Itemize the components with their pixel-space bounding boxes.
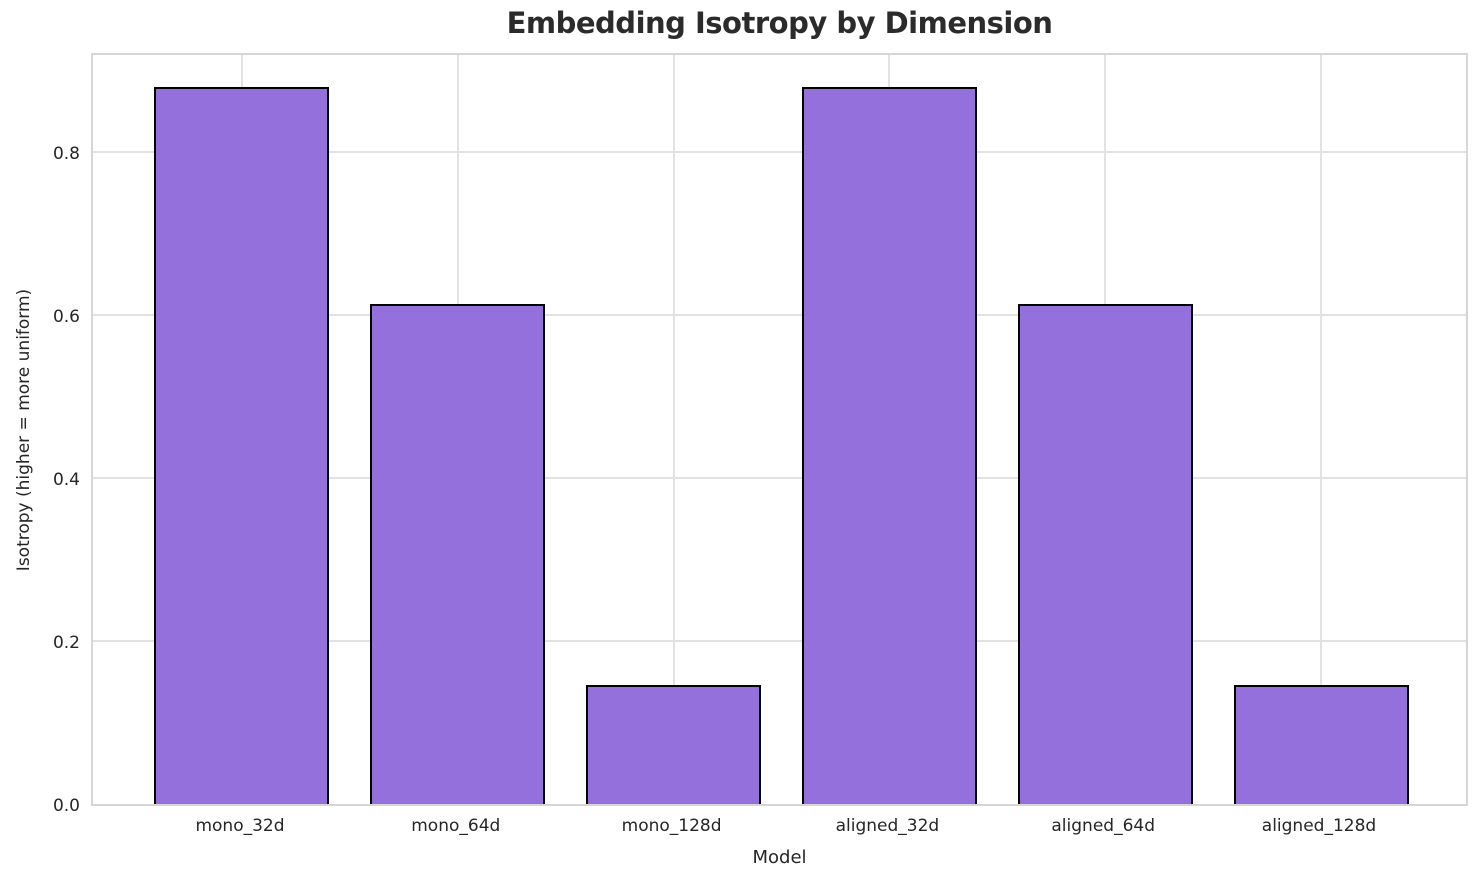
- x-tick-label: mono_64d: [411, 816, 501, 836]
- chart-title: Embedding Isotropy by Dimension: [506, 6, 1053, 40]
- x-tick-label: aligned_128d: [1261, 816, 1377, 836]
- gridline-h: [93, 477, 1466, 480]
- gridline-v: [1320, 55, 1322, 804]
- y-tick-label: 0.6: [52, 307, 80, 328]
- gridline-h: [93, 640, 1466, 643]
- y-tick-label: 0.2: [52, 633, 80, 653]
- x-tick-label: aligned_32d: [835, 816, 940, 836]
- x-axis-label: Model: [752, 847, 807, 868]
- y-axis-label: Isotropy (higher = more uniform): [14, 288, 34, 572]
- plot-area: [91, 53, 1468, 806]
- bar-aligned_128d: [1233, 685, 1409, 804]
- x-tick-label: aligned_64d: [1051, 816, 1155, 836]
- gridline-h: [93, 151, 1466, 154]
- x-tick-label: mono_32d: [195, 816, 285, 836]
- gridline-v: [672, 55, 675, 804]
- bar-mono_128d: [586, 685, 762, 804]
- y-tick-label: 0.4: [52, 470, 80, 491]
- bar-aligned_32d: [801, 86, 977, 804]
- bar-aligned_64d: [1017, 304, 1193, 804]
- y-tick-label: 0.8: [52, 144, 80, 165]
- x-tick-label: mono_128d: [621, 816, 722, 836]
- y-tick-label: 0.0: [52, 796, 80, 816]
- gridline-h: [93, 314, 1466, 317]
- bar-mono_32d: [154, 86, 330, 804]
- bar-mono_64d: [370, 304, 546, 804]
